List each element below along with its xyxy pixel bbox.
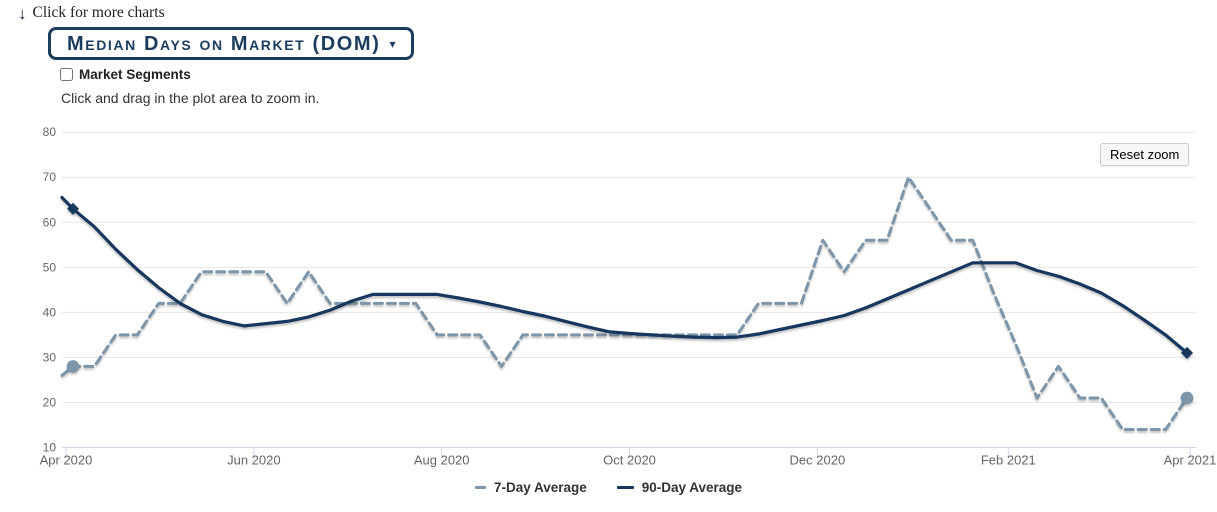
marker-diamond-90-day-average <box>1181 346 1193 359</box>
legend-swatch-7-day-icon <box>474 486 486 489</box>
y-axis-label-70: 70 <box>43 170 57 184</box>
x-axis-label-dec-2020: Dec 2020 <box>790 453 846 468</box>
legend-swatch-90-day-icon <box>616 486 634 489</box>
x-axis-label-feb-2021: Feb 2021 <box>981 453 1036 468</box>
y-axis-label-30: 30 <box>43 350 57 364</box>
plot-area[interactable] <box>62 125 1196 448</box>
market-segments-row: Market Segments <box>60 67 191 82</box>
legend-label-7-day: 7-Day Average <box>493 480 587 495</box>
reset-zoom-button[interactable]: Reset zoom <box>1100 143 1190 166</box>
chart-title: Median Days on Market (DOM) <box>67 32 381 55</box>
x-axis-label-oct-2020: Oct 2020 <box>603 453 656 468</box>
marker-circle-7-day-average <box>1180 391 1194 405</box>
more-charts-link[interactable]: ↓ Click for more charts <box>18 4 165 22</box>
legend-label-90-day: 90-Day Average <box>641 480 743 495</box>
market-segments-checkbox[interactable] <box>60 68 73 81</box>
series-7-day-average-line[interactable] <box>60 175 1189 431</box>
x-axis-label-apr-2021: Apr 2021 <box>1164 453 1217 468</box>
y-axis-label-10: 10 <box>43 441 57 455</box>
zoom-instruction: Click and drag in the plot area to zoom … <box>61 90 320 106</box>
market-segments-label: Market Segments <box>79 67 191 82</box>
x-axis-label-apr-2020: Apr 2020 <box>40 453 93 468</box>
down-arrow-icon: ↓ <box>18 3 27 23</box>
chart-selector-dropdown[interactable]: Median Days on Market (DOM) ▾ <box>48 27 415 60</box>
x-axis-label-aug-2020: Aug 2020 <box>414 453 470 468</box>
series-90-day-average-line[interactable] <box>60 195 1189 355</box>
marker-diamond-90-day-average <box>67 202 79 215</box>
marker-circle-7-day-average <box>66 360 80 373</box>
chart-legend: 7-Day Average 90-Day Average <box>0 480 1217 495</box>
y-axis-label-40: 40 <box>43 305 57 319</box>
legend-item-90-day-average[interactable]: 90-Day Average <box>616 480 743 495</box>
dropdown-caret-icon: ▾ <box>389 36 396 51</box>
x-axis-label-jun-2020: Jun 2020 <box>227 453 281 468</box>
more-charts-label: Click for more charts <box>32 4 165 21</box>
y-axis-label-20: 20 <box>43 395 57 409</box>
y-axis-label-60: 60 <box>43 215 57 229</box>
y-axis-label-50: 50 <box>43 260 57 274</box>
y-axis-label-80: 80 <box>43 125 57 139</box>
legend-item-7-day-average[interactable]: 7-Day Average <box>474 480 587 495</box>
